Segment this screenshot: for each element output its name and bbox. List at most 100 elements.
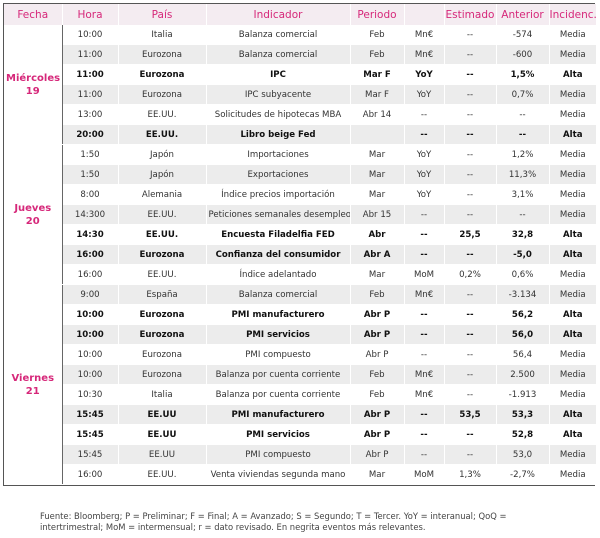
cell-indicador: Confianza del consumidor xyxy=(205,244,350,265)
cell-pais: EE.UU. xyxy=(117,224,206,245)
cell-estimado: -- xyxy=(443,25,496,45)
cell-anterior: 3,1% xyxy=(495,184,549,205)
cell-periodo: Abr 15 xyxy=(349,204,404,225)
cell-incidencia: Alta xyxy=(548,404,596,425)
cell-pais: Japón xyxy=(117,164,206,185)
table-row: 15:45 EE.UU PMI compuesto Abr P -- -- 53,0 Medi… xyxy=(4,444,596,465)
cell-estimado: -- xyxy=(443,444,496,465)
cell-hora: 15:45 xyxy=(61,404,118,425)
cell-periodo: Mar F xyxy=(349,84,404,105)
cell-indicador: PMI manufacturero xyxy=(205,404,350,425)
cell-estimado: -- xyxy=(443,104,496,125)
cell-estimado: -- xyxy=(443,344,496,365)
cell-estimado: 0,2% xyxy=(443,264,496,285)
cell-anterior: 11,3% xyxy=(495,164,549,185)
cell-unidad: -- xyxy=(403,124,444,145)
cell-incidencia: Alta xyxy=(548,424,596,445)
cell-pais: Alemania xyxy=(117,184,206,205)
table-row: 10:00 Eurozona PMI compuesto Abr P -- -- 56,4 M… xyxy=(4,344,596,365)
cell-anterior: -574 xyxy=(495,25,549,45)
cell-incidencia: Media xyxy=(548,164,596,185)
cell-hora: 10:00 xyxy=(61,324,118,345)
cell-periodo: Feb xyxy=(349,384,404,405)
cell-periodo: Abr 14 xyxy=(349,104,404,125)
cell-periodo: Mar xyxy=(349,184,404,205)
cell-unidad: -- xyxy=(403,244,444,265)
cell-estimado: -- xyxy=(443,44,496,65)
table-row: Viernes 21 9:00 España Balanza comercial Feb… xyxy=(4,284,596,485)
cell-unidad: -- xyxy=(403,224,444,245)
economic-calendar: Fecha Hora País Indicador Periodo Estima… xyxy=(3,3,597,486)
table-row: 10:00 Eurozona PMI servicios Abr P -- -- 56,0 A… xyxy=(4,324,596,345)
cell-anterior: 2.500 xyxy=(495,364,549,385)
table-row: 10:00 Eurozona Balanza por cuenta corrient… xyxy=(4,364,596,385)
cell-periodo: Abr P xyxy=(349,344,404,365)
cell-anterior: 1,5% xyxy=(495,64,549,85)
table-row: 16:00 Eurozona Confianza del consumidor Abr… xyxy=(4,244,596,265)
table-row: 11:00 Eurozona IPC subyacente Mar F YoY -- 0,7… xyxy=(4,84,596,105)
cell-anterior: 1,2% xyxy=(495,144,549,165)
cell-indicador: PMI compuesto xyxy=(205,344,350,365)
cell-periodo: Abr P xyxy=(349,424,404,445)
cell-hora: 9:00 xyxy=(61,284,118,305)
cell-periodo xyxy=(349,124,404,145)
footnote: Fuente: Bloomberg; P = Preliminar; F = F… xyxy=(40,511,507,532)
cell-periodo: Feb xyxy=(349,284,404,305)
cell-hora: 14:30 xyxy=(61,224,118,245)
cell-estimado: -- xyxy=(443,384,496,405)
cell-periodo: Abr xyxy=(349,224,404,245)
cell-incidencia: Media xyxy=(548,104,596,125)
table-row: 1:50 Japón Exportaciones Mar YoY -- 11,3% Media xyxy=(4,164,596,185)
cell-periodo: Feb xyxy=(349,44,404,65)
cell-periodo: Abr P xyxy=(349,444,404,465)
header-row: Fecha Hora País Indicador Periodo Estima… xyxy=(4,4,597,25)
cell-pais: EE.UU xyxy=(117,424,206,445)
cell-anterior: 56,4 xyxy=(495,344,549,365)
cell-unidad: MoM xyxy=(403,464,444,485)
cell-periodo: Abr P xyxy=(349,304,404,325)
cell-periodo: Mar F xyxy=(349,64,404,85)
cell-unidad: -- xyxy=(403,424,444,445)
cell-indicador: Índice adelantado xyxy=(205,264,350,285)
cell-estimado: -- xyxy=(443,164,496,185)
cell-unidad: -- xyxy=(403,444,444,465)
table-row: Miércoles 19 10:00 Italia Balanza comercial… xyxy=(4,25,596,145)
cell-estimado: -- xyxy=(443,204,496,225)
cell-pais: Eurozona xyxy=(117,64,206,85)
cell-indicador: PMI servicios xyxy=(205,324,350,345)
cell-anterior: 56,0 xyxy=(495,324,549,345)
cell-hora: 11:00 xyxy=(61,84,118,105)
cell-anterior: 53,0 xyxy=(495,444,549,465)
cell-estimado: -- xyxy=(443,124,496,145)
cell-unidad: -- xyxy=(403,204,444,225)
cell-indicador: IPC subyacente xyxy=(205,84,350,105)
cell-unidad: YoY xyxy=(403,64,444,85)
cell-hora: 10:00 xyxy=(61,344,118,365)
cell-anterior: 52,8 xyxy=(495,424,549,445)
cell-indicador: Libro beige Fed xyxy=(205,124,350,145)
cell-pais: Eurozona xyxy=(117,344,206,365)
cell-indicador: PMI manufacturero xyxy=(205,304,350,325)
cell-anterior: -3.134 xyxy=(495,284,549,305)
cell-unidad: Mn€ xyxy=(403,284,444,305)
cell-pais: Eurozona xyxy=(117,304,206,325)
cell-indicador: Encuesta Filadelfia FED xyxy=(205,224,350,245)
cell-indicador: Índice precios importación xyxy=(205,184,350,205)
cell-incidencia: Alta xyxy=(548,304,596,325)
table-row: 13:00 EE.UU. Solicitudes de hipotecas MBA A… xyxy=(4,104,596,125)
cell-indicador: Balanza comercial xyxy=(205,284,350,305)
cell-incidencia: Media xyxy=(548,84,596,105)
calendar-body: Miércoles 19 10:00 Italia Balanza comercial… xyxy=(4,25,596,485)
cell-unidad: -- xyxy=(403,104,444,125)
cell-indicador: Balanza comercial xyxy=(205,44,350,65)
cell-hora: 8:00 xyxy=(61,184,118,205)
cell-incidencia: Media xyxy=(548,464,596,485)
cell-indicador: PMI servicios xyxy=(205,424,350,445)
day-label: Jueves 20 xyxy=(4,144,63,285)
cell-pais: EE.UU xyxy=(117,444,206,465)
cell-estimado: -- xyxy=(443,64,496,85)
cell-anterior: -600 xyxy=(495,44,549,65)
cell-periodo: Mar xyxy=(349,164,404,185)
cell-incidencia: Media xyxy=(548,264,596,285)
cell-estimado: -- xyxy=(443,324,496,345)
